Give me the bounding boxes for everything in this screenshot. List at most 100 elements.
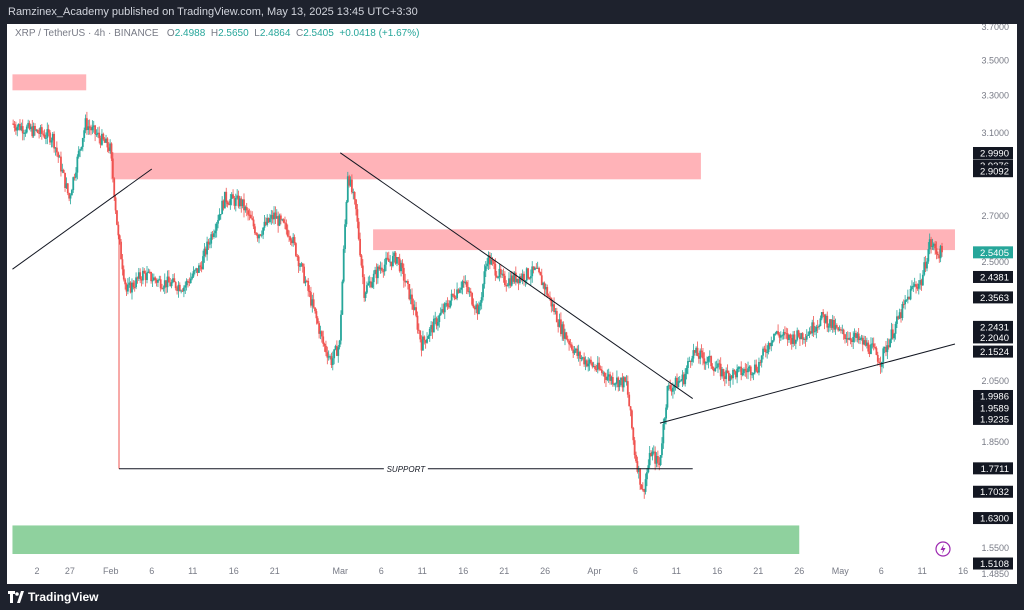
- candle-body: [120, 241, 122, 260]
- candle-body: [372, 273, 375, 283]
- candle-body: [576, 348, 579, 356]
- candle-body: [173, 278, 176, 283]
- candle-body: [840, 329, 842, 331]
- candle-body: [756, 370, 759, 373]
- candle-body: [794, 339, 797, 344]
- candle-body: [326, 352, 329, 358]
- candle-body: [737, 367, 740, 369]
- candle-body: [229, 198, 232, 205]
- price-chart[interactable]: SUPPORT 3.7000 3.5000 3.3000 3.1000 2.7000 2.5…: [7, 24, 1017, 584]
- candle-body: [543, 282, 546, 290]
- candle-body: [818, 325, 820, 327]
- price-label-badge: 1.6300: [973, 512, 1013, 525]
- candle-body: [516, 278, 519, 283]
- candle-body: [527, 268, 530, 279]
- candle-body: [165, 280, 168, 288]
- candle-body: [553, 304, 555, 313]
- candle-body: [23, 132, 25, 134]
- candle-body: [878, 361, 881, 364]
- candle-body: [628, 394, 631, 407]
- candle-body: [278, 215, 281, 226]
- candle-body: [752, 372, 755, 375]
- candle-body: [34, 125, 36, 131]
- candle-body: [144, 273, 147, 281]
- candle-body: [142, 270, 144, 281]
- candle-body: [51, 133, 54, 141]
- candle-body: [391, 256, 394, 266]
- candle-body: [198, 265, 200, 273]
- candle-body: [770, 342, 773, 347]
- candle-body: [596, 362, 599, 370]
- candle-body: [136, 277, 139, 279]
- candle-body: [420, 339, 423, 351]
- candle-body: [605, 376, 607, 381]
- lightning-icon[interactable]: [935, 541, 951, 557]
- candle-body: [808, 331, 811, 335]
- candle-body: [697, 356, 700, 359]
- publish-text: Ramzinex_Academy published on TradingVie…: [8, 6, 418, 18]
- price-label-badge: 1.7711: [973, 462, 1013, 475]
- candle-body: [247, 210, 249, 215]
- candle-body: [463, 281, 465, 283]
- candle-body: [86, 118, 88, 130]
- support-label: SUPPORT: [387, 465, 427, 474]
- candle-body: [487, 255, 490, 264]
- candle-body: [148, 271, 151, 273]
- candle-body: [661, 443, 663, 456]
- candle-body: [860, 337, 863, 339]
- price-label-text: 1.9235: [980, 414, 1009, 425]
- candle-body: [419, 330, 422, 340]
- y-tick-label: 1.4850: [981, 569, 1009, 579]
- candle-body: [284, 222, 286, 224]
- candle-body: [771, 340, 774, 343]
- candle-body: [382, 270, 385, 272]
- candle-body: [837, 327, 840, 331]
- candle-body: [744, 369, 747, 371]
- candle-body: [490, 259, 493, 265]
- chart-area[interactable]: SUPPORT 3.7000 3.5000 3.3000 3.1000 2.7000 2.5…: [7, 24, 1017, 584]
- lightning-icon-circle: [935, 541, 951, 557]
- x-tick-label: 27: [65, 566, 75, 576]
- candle-body: [54, 147, 57, 149]
- candle-body: [939, 245, 942, 259]
- candle-body: [259, 234, 262, 236]
- candle-body: [879, 363, 882, 367]
- candle-body: [357, 221, 360, 239]
- candle-body: [941, 245, 943, 253]
- candle-body: [692, 350, 695, 359]
- candle-body: [426, 338, 428, 343]
- candle-body: [931, 245, 934, 247]
- candle-body: [90, 128, 92, 131]
- candle-body: [667, 385, 670, 387]
- candle-body: [47, 129, 50, 133]
- price-label-text: 2.9092: [980, 167, 1009, 178]
- candle-body: [27, 122, 30, 127]
- candle-body: [371, 282, 374, 288]
- candle-body: [475, 304, 478, 310]
- candle-body: [94, 125, 97, 135]
- x-tick-label: 11: [918, 566, 927, 576]
- candle-body: [681, 374, 684, 381]
- candle-body: [243, 199, 245, 211]
- candle-body: [691, 358, 693, 362]
- candle-body: [368, 281, 371, 284]
- candle-body: [53, 133, 56, 149]
- candle-body: [728, 372, 730, 381]
- candle-body: [703, 358, 706, 364]
- candle-body: [894, 323, 897, 334]
- candle-body: [486, 263, 489, 267]
- x-tick-label: 11: [672, 566, 681, 576]
- price-label-text: 2.3563: [980, 293, 1009, 304]
- candle-body: [558, 319, 561, 327]
- candle-body: [125, 284, 128, 292]
- candle-body: [640, 484, 643, 490]
- candle-body: [99, 138, 102, 145]
- candle-body: [672, 387, 674, 392]
- high-label: H: [210, 28, 219, 39]
- candle-body: [314, 307, 316, 312]
- candle-body: [386, 257, 389, 259]
- candle-body: [539, 272, 542, 276]
- candle-body: [103, 139, 106, 143]
- candle-body: [559, 319, 562, 335]
- candle-body: [747, 368, 749, 373]
